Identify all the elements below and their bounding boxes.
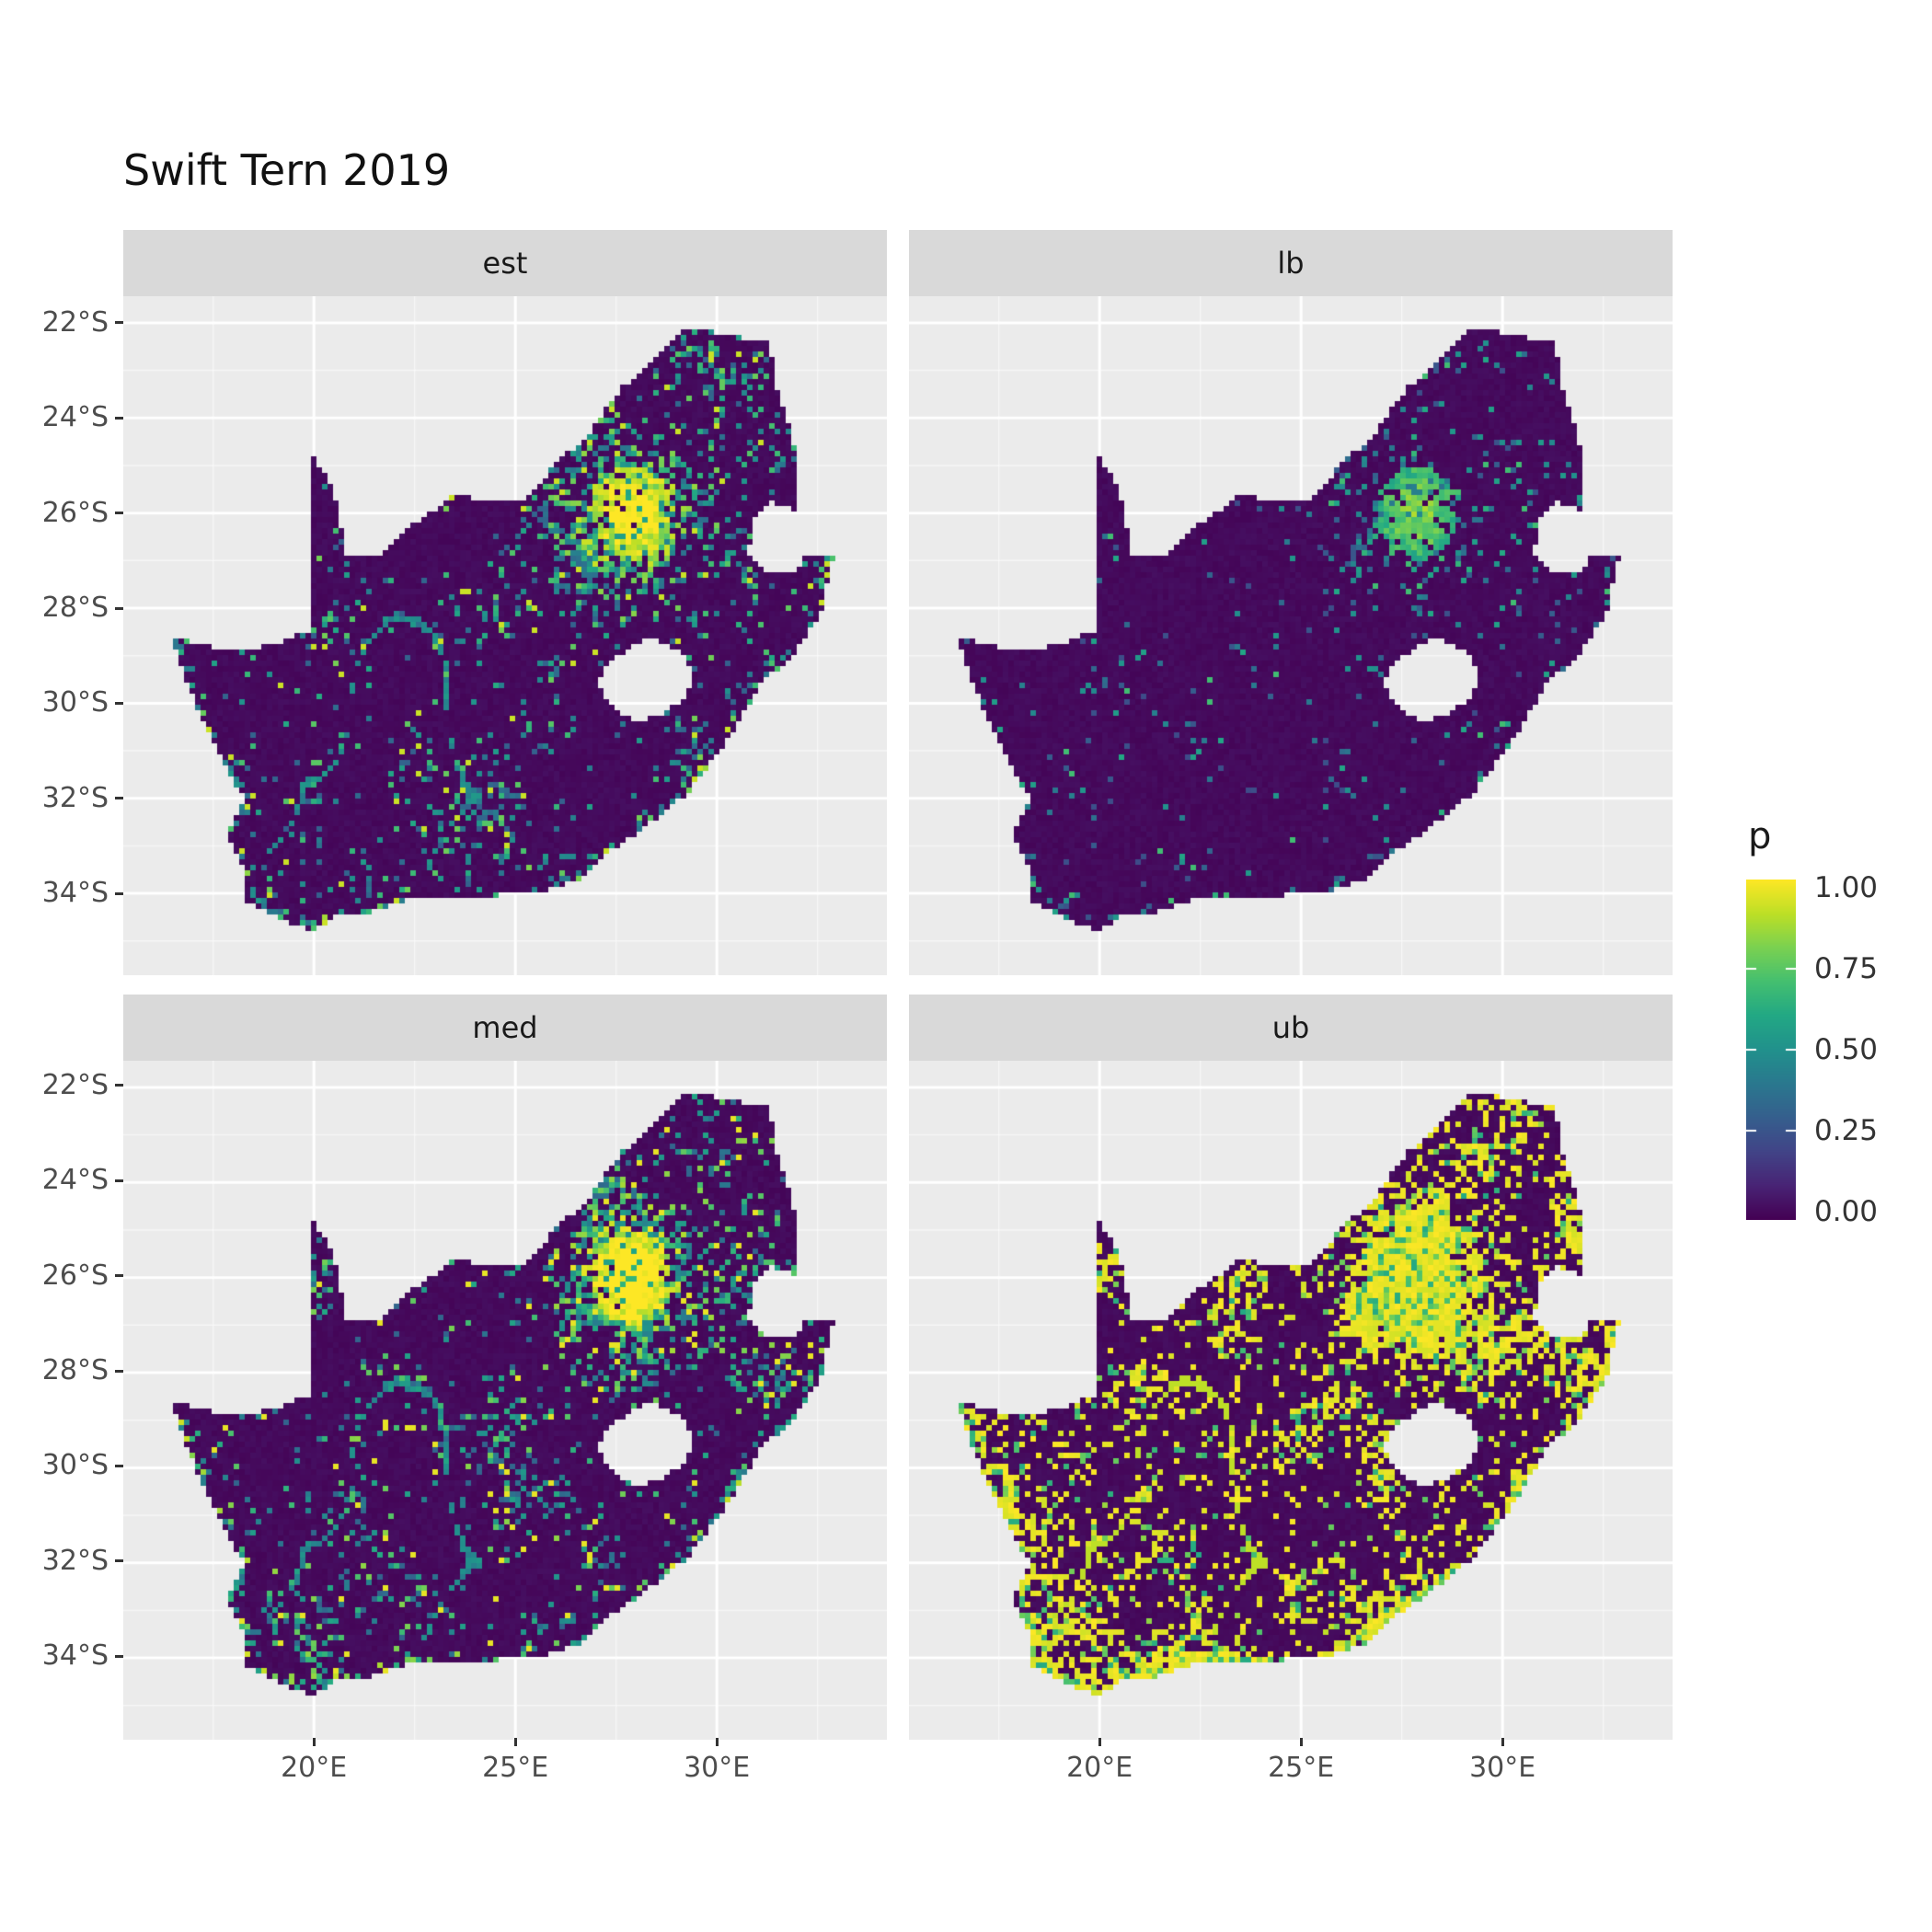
facet-strip-ub: ub bbox=[909, 995, 1673, 1061]
y-tick-mark bbox=[115, 891, 123, 895]
y-tick-label: 34°S bbox=[41, 1639, 109, 1673]
x-tick-label: 20°E bbox=[281, 1752, 348, 1784]
facet-strip-est: est bbox=[123, 230, 887, 296]
y-tick-mark bbox=[115, 416, 123, 420]
legend-title: p bbox=[1748, 815, 1772, 857]
map-canvas-med bbox=[123, 1061, 887, 1740]
y-tick-label: 22°S bbox=[41, 1068, 109, 1101]
x-tick-label: 25°E bbox=[482, 1752, 549, 1784]
x-tick-mark bbox=[1098, 1738, 1101, 1746]
map-canvas-est bbox=[123, 296, 887, 975]
legend-tick-label: 0.00 bbox=[1814, 1195, 1879, 1228]
facet-label-lb: lb bbox=[1277, 246, 1305, 281]
x-tick-label: 30°E bbox=[684, 1752, 751, 1784]
facet-panel-est: est bbox=[123, 230, 887, 975]
facet-strip-lb: lb bbox=[909, 230, 1673, 296]
y-tick-mark bbox=[115, 1369, 123, 1373]
y-tick-mark bbox=[115, 512, 123, 515]
y-tick-label: 28°S bbox=[41, 1354, 109, 1387]
facet-panel-ub: ub bbox=[909, 995, 1673, 1740]
facet-label-med: med bbox=[472, 1010, 538, 1045]
y-tick-mark bbox=[115, 321, 123, 325]
map-canvas-ub bbox=[909, 1061, 1673, 1740]
x-tick-label: 25°E bbox=[1268, 1752, 1335, 1784]
x-tick-mark bbox=[1501, 1738, 1504, 1746]
y-tick-label: 30°S bbox=[41, 686, 109, 719]
x-tick-mark bbox=[715, 1738, 719, 1746]
x-tick-mark bbox=[513, 1738, 517, 1746]
legend-tick-label: 0.25 bbox=[1814, 1114, 1879, 1147]
y-tick-label: 30°S bbox=[41, 1449, 109, 1482]
x-tick-label: 30°E bbox=[1469, 1752, 1536, 1784]
facet-label-ub: ub bbox=[1271, 1010, 1310, 1045]
plot-title: Swift Tern 2019 bbox=[123, 145, 451, 195]
map-canvas-lb bbox=[909, 296, 1673, 975]
facet-panel-med: med bbox=[123, 995, 887, 1740]
x-tick-mark bbox=[1299, 1738, 1303, 1746]
y-tick-label: 34°S bbox=[41, 877, 109, 910]
legend-tick-label: 1.00 bbox=[1814, 871, 1879, 904]
y-tick-label: 22°S bbox=[41, 305, 109, 339]
y-tick-label: 32°S bbox=[41, 781, 109, 814]
y-tick-mark bbox=[115, 1464, 123, 1467]
x-tick-label: 20°E bbox=[1066, 1752, 1133, 1784]
legend-tick-label: 0.50 bbox=[1814, 1033, 1879, 1066]
y-tick-label: 28°S bbox=[41, 592, 109, 625]
y-tick-mark bbox=[115, 1179, 123, 1182]
x-tick-mark bbox=[312, 1738, 316, 1746]
y-tick-mark bbox=[115, 1654, 123, 1658]
y-tick-label: 32°S bbox=[41, 1544, 109, 1577]
y-tick-mark bbox=[115, 1559, 123, 1563]
y-tick-label: 24°S bbox=[41, 401, 109, 434]
y-tick-mark bbox=[115, 701, 123, 705]
y-tick-mark bbox=[115, 606, 123, 610]
y-tick-label: 26°S bbox=[41, 496, 109, 529]
facet-panel-lb: lb bbox=[909, 230, 1673, 975]
legend-tick-label: 0.75 bbox=[1814, 952, 1879, 985]
legend-colorbar bbox=[1746, 880, 1796, 1220]
legend-bar-wrap: 1.00 0.75 0.50 0.25 0.00 bbox=[1746, 872, 1878, 1227]
legend-p: p 1.00 0.75 0.50 0.25 0.00 bbox=[1746, 815, 1878, 1227]
y-tick-mark bbox=[115, 1084, 123, 1087]
y-tick-mark bbox=[115, 1274, 123, 1278]
y-tick-mark bbox=[115, 797, 123, 800]
facet-strip-med: med bbox=[123, 995, 887, 1061]
y-tick-label: 24°S bbox=[41, 1164, 109, 1197]
facet-label-est: est bbox=[482, 246, 528, 281]
y-tick-label: 26°S bbox=[41, 1259, 109, 1292]
